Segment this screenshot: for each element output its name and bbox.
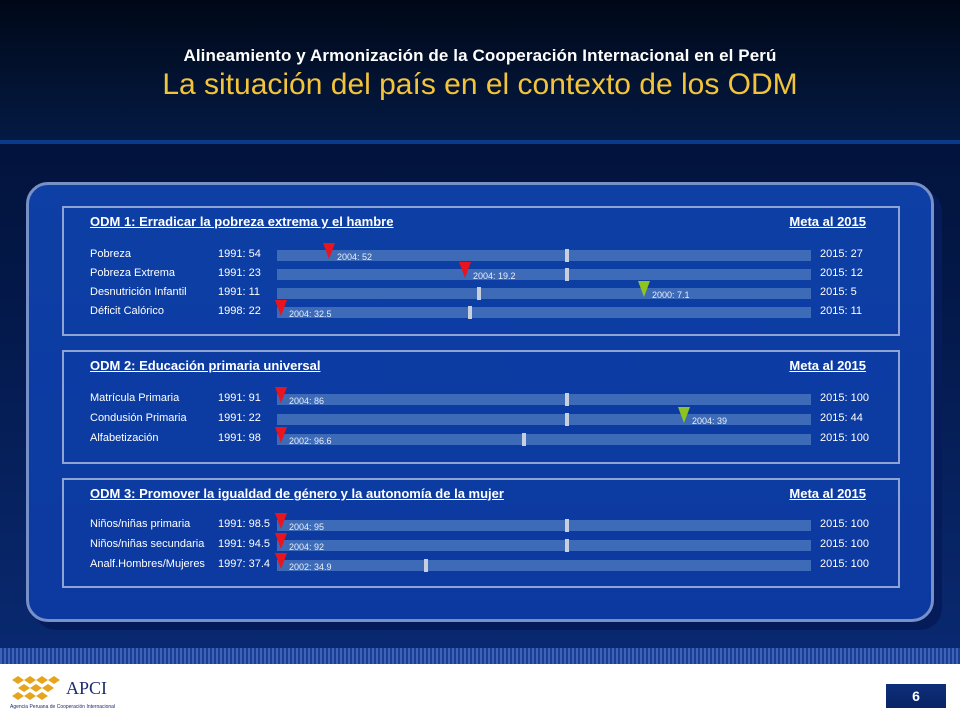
indicator-label: Matrícula Primaria	[90, 392, 180, 404]
indicator-label: Niños/niñas secundaria	[90, 538, 205, 550]
marker-value: 2004: 39	[692, 416, 728, 426]
indicator-label: Analf.Hombres/Mujeres	[90, 558, 205, 570]
baseline-tick	[565, 268, 569, 281]
progress-track: 2004: 32.5	[275, 300, 811, 319]
goal-2015-value: 2015: 100	[820, 432, 869, 444]
slide-subtitle: Alineamiento y Armonización de la Cooper…	[183, 46, 777, 65]
progress-track: 2004: 86	[275, 387, 811, 406]
progress-track: 2004: 39	[277, 407, 811, 426]
status-marker-icon	[275, 513, 287, 529]
indicator-label: Pobreza Extrema	[90, 267, 175, 279]
status-marker-icon	[275, 533, 287, 549]
goal-2015-value: 2015: 27	[820, 248, 863, 260]
baseline-tick	[468, 306, 472, 319]
marker-value: 2004: 19.2	[473, 271, 516, 281]
baseline-tick	[565, 413, 569, 426]
progress-track: 2004: 95	[275, 513, 811, 532]
marker-value: 2004: 92	[289, 542, 325, 552]
section-heading: ODM 3: Promover la igualdad de género y …	[90, 486, 504, 501]
status-marker-icon	[275, 387, 287, 403]
goal-2015-value: 2015: 12	[820, 267, 863, 279]
section-heading: ODM 1: Erradicar la pobreza extrema y el…	[90, 214, 394, 229]
marker-value: 2002: 34.9	[289, 562, 332, 572]
section-meta-label: Meta al 2015	[789, 486, 866, 501]
section-meta-label: Meta al 2015	[789, 358, 866, 373]
marker-value: 2004: 32.5	[289, 309, 332, 319]
baseline-value: 1991: 91	[218, 392, 261, 404]
baseline-tick	[565, 249, 569, 262]
goal-2015-value: 2015: 5	[820, 286, 857, 298]
status-marker-icon	[275, 300, 287, 316]
progress-track: 2004: 92	[275, 533, 811, 552]
odm-section-3: ODM 3: Promover la igualdad de género y …	[62, 478, 900, 588]
indicator-label: Alfabetización	[90, 432, 159, 444]
goal-2015-value: 2015: 44	[820, 412, 863, 424]
baseline-tick	[424, 559, 428, 572]
marker-value: 2004: 86	[289, 396, 325, 406]
baseline-value: 1997: 37.4	[218, 558, 270, 570]
odm-section-2: ODM 2: Educación primaria universal Meta…	[62, 350, 900, 464]
progress-track: 2002: 96.6	[275, 427, 811, 446]
baseline-value: 1991: 98	[218, 432, 261, 444]
section-heading: ODM 2: Educación primaria universal	[90, 358, 321, 373]
indicator-label: Desnutrición Infantil	[90, 286, 187, 298]
status-marker-icon	[275, 553, 287, 569]
marker-value: 2004: 95	[289, 522, 325, 532]
indicator-label: Niños/niñas primaria	[90, 518, 191, 530]
status-marker-icon	[323, 243, 335, 259]
apci-emblem-icon	[12, 676, 60, 700]
progress-track: 2004: 19.2	[277, 262, 811, 281]
page-number: 6	[886, 684, 946, 708]
slide-title: La situación del país en el contexto de …	[162, 68, 798, 101]
progress-track: 2004: 52	[277, 243, 811, 262]
bottom-pattern-strip	[0, 648, 960, 664]
marker-value: 2000: 7.1	[652, 290, 690, 300]
marker-value: 2002: 96.6	[289, 436, 332, 446]
baseline-tick	[477, 287, 481, 300]
baseline-tick	[565, 539, 569, 552]
marker-value: 2004: 52	[337, 252, 373, 262]
baseline-value: 1991: 11	[218, 286, 261, 298]
status-marker-icon	[678, 407, 690, 423]
baseline-value: 1991: 22	[218, 412, 261, 424]
logo-subtext: Agencia Peruana de Cooperación Internaci…	[10, 704, 116, 710]
baseline-value: 1991: 94.5	[218, 538, 270, 550]
baseline-value: 1991: 23	[218, 267, 261, 279]
goal-2015-value: 2015: 100	[820, 392, 869, 404]
indicator-label: Déficit Calórico	[90, 305, 164, 317]
footer-bar: APCI Agencia Peruana de Cooperación Inte…	[0, 664, 960, 720]
indicator-label: Condusión Primaria	[90, 412, 187, 424]
progress-track: 2002: 34.9	[275, 553, 811, 572]
baseline-value: 1991: 98.5	[218, 518, 270, 530]
goal-2015-value: 2015: 100	[820, 518, 869, 530]
header-divider	[0, 140, 960, 144]
progress-track: 2000: 7.1	[277, 281, 811, 300]
status-marker-icon	[638, 281, 650, 297]
baseline-tick	[522, 433, 526, 446]
goal-2015-value: 2015: 100	[820, 538, 869, 550]
baseline-tick	[565, 393, 569, 406]
apci-logo: APCI Agencia Peruana de Cooperación Inte…	[8, 670, 115, 714]
indicator-label: Pobreza	[90, 248, 131, 260]
goal-2015-value: 2015: 11	[820, 305, 863, 317]
baseline-value: 1991: 54	[218, 248, 261, 260]
baseline-value: 1998: 22	[218, 305, 261, 317]
header-band	[0, 0, 960, 140]
section-meta-label: Meta al 2015	[789, 214, 866, 229]
status-marker-icon	[275, 427, 287, 443]
goal-2015-value: 2015: 100	[820, 558, 869, 570]
odm-section-1: ODM 1: Erradicar la pobreza extrema y el…	[62, 206, 900, 336]
logo-text: APCI	[66, 678, 108, 698]
baseline-tick	[565, 519, 569, 532]
status-marker-icon	[459, 262, 471, 278]
